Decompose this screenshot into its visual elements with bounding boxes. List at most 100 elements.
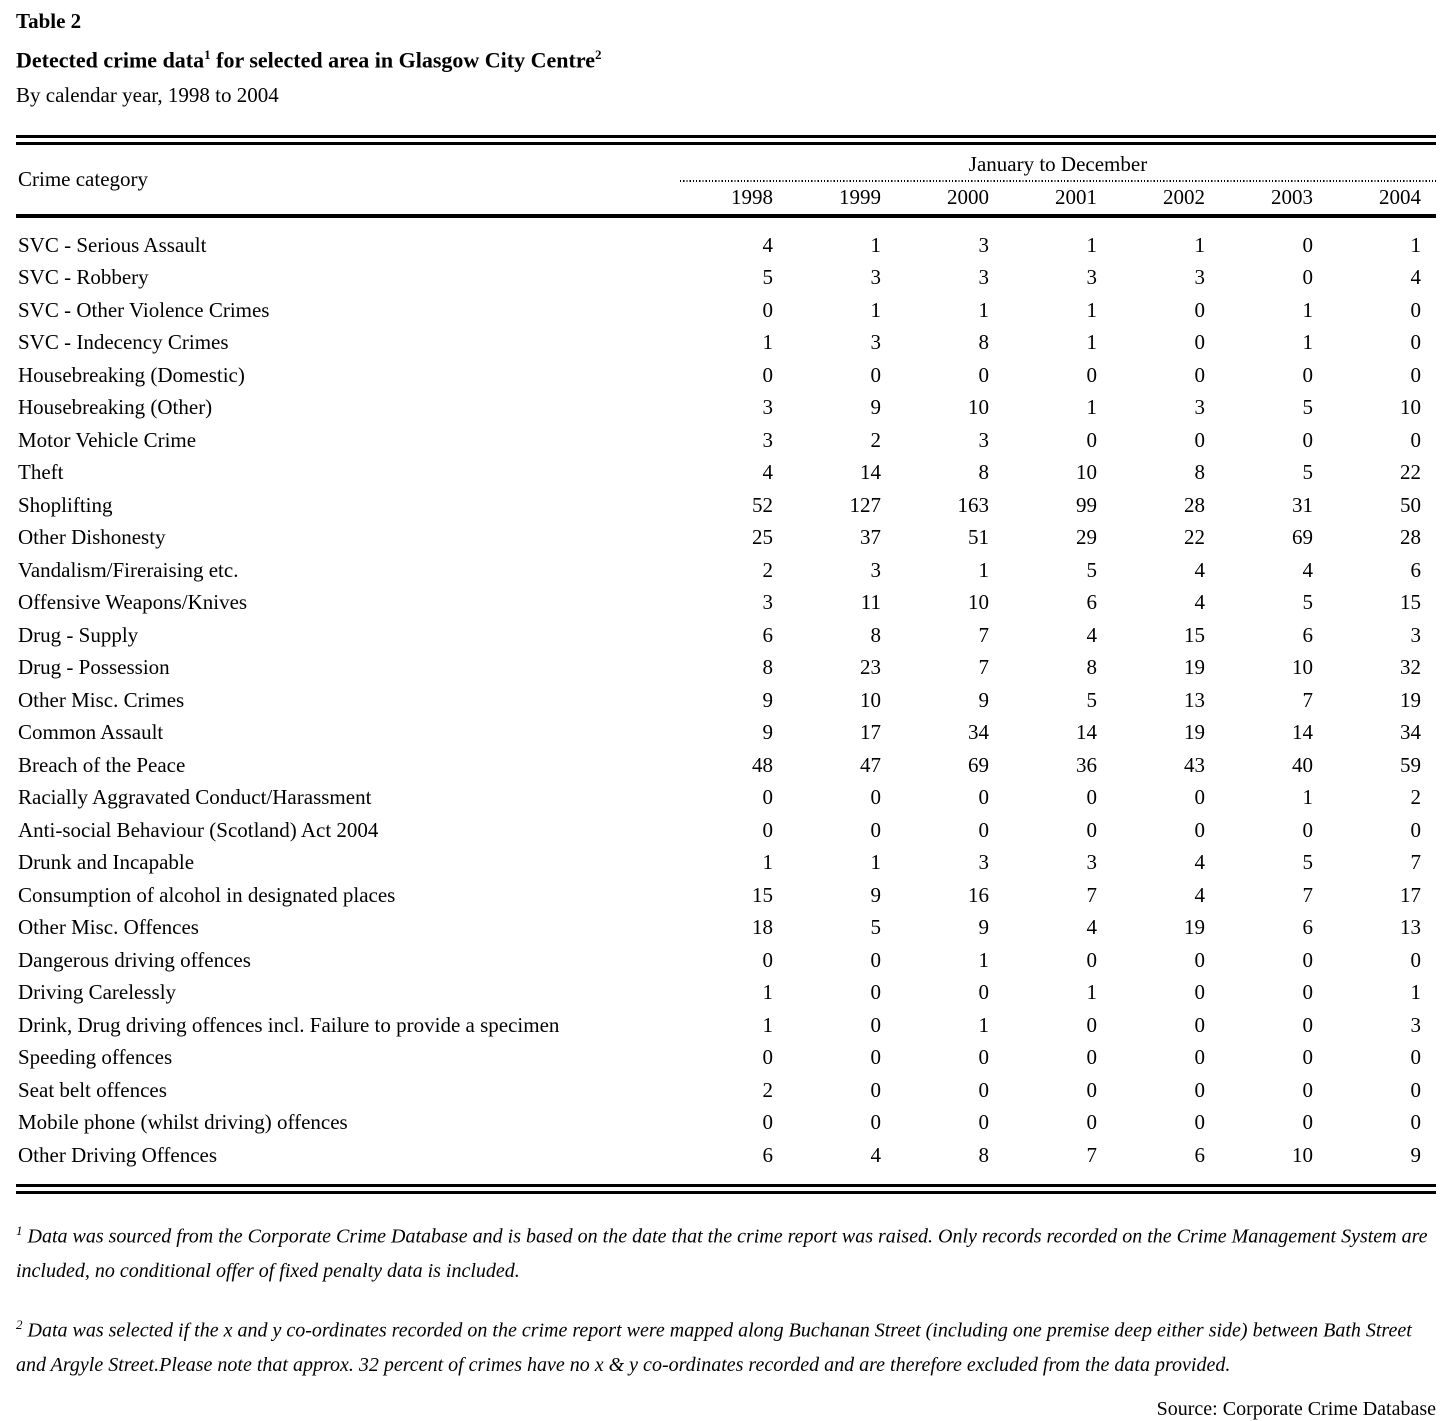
value-cell: 0 — [1194, 947, 1206, 972]
crime-category-cell: Other Misc. Crimes — [18, 687, 185, 712]
value-cell: 0 — [1086, 785, 1098, 810]
value-cell: 32 — [1400, 655, 1421, 680]
value-cell: 0 — [870, 817, 882, 842]
footnote-1-marker: 1 — [16, 1223, 23, 1239]
value-cell: 22 — [1400, 460, 1421, 485]
value-cell: 0 — [1086, 362, 1098, 387]
table-row: Drink, Drug driving offences incl. Failu… — [16, 1009, 1436, 1042]
value-cell: 0 — [870, 1077, 882, 1102]
value-cell: 1 — [1086, 330, 1098, 355]
value-cell: 163 — [957, 492, 990, 517]
value-cell: 59 — [1400, 752, 1421, 777]
table-row: Other Misc. Crimes 9 10 9 5 13 7 19 — [16, 684, 1436, 717]
value-cell: 0 — [1194, 1045, 1206, 1070]
value-cell: 0 — [1194, 330, 1206, 355]
value-cell: 6 — [1302, 622, 1314, 647]
footnote-2-text: Data was selected if the x and y co-ordi… — [16, 1319, 1412, 1376]
value-cell: 7 — [978, 655, 990, 680]
value-cell: 1 — [1086, 297, 1098, 322]
value-cell: 17 — [1400, 882, 1421, 907]
value-cell: 0 — [1194, 1077, 1206, 1102]
value-cell: 8 — [978, 330, 990, 355]
value-cell: 0 — [1410, 1110, 1422, 1135]
value-cell: 3 — [978, 427, 990, 452]
value-cell: 5 — [1302, 590, 1314, 615]
value-cell: 0 — [1086, 1012, 1098, 1037]
value-cell: 0 — [1194, 362, 1206, 387]
value-cell: 0 — [1410, 1077, 1422, 1102]
value-cell: 0 — [1194, 817, 1206, 842]
value-cell: 52 — [752, 492, 773, 517]
value-cell: 0 — [762, 362, 774, 387]
value-cell: 29 — [1076, 525, 1097, 550]
value-cell: 19 — [1400, 687, 1421, 712]
table-header: Crime category January to December 1998 1… — [16, 145, 1436, 214]
value-cell: 0 — [1086, 947, 1098, 972]
value-cell: 1 — [1410, 232, 1422, 257]
year-column-header: 2003 — [1271, 184, 1313, 209]
value-cell: 48 — [752, 752, 773, 777]
value-cell: 9 — [978, 915, 990, 940]
value-cell: 9 — [978, 687, 990, 712]
year-row: 1998 1999 2000 2001 2002 2003 2004 — [680, 182, 1436, 214]
crime-category-cell: Theft — [18, 460, 64, 485]
value-cell: 1 — [978, 1012, 990, 1037]
value-cell: 0 — [1086, 1077, 1098, 1102]
crime-category-cell: Drug - Supply — [18, 622, 139, 647]
table-subtitle: Detected crime data1 for selected area i… — [16, 47, 1436, 74]
value-cell: 1 — [1410, 980, 1422, 1005]
value-cell: 50 — [1400, 492, 1421, 517]
table-body: SVC - Serious Assault 4 1 3 1 1 0 1 SVC - Robber… — [16, 229, 1436, 1172]
crime-data-table: Crime category January to December 1998 1… — [16, 134, 1436, 1195]
value-cell: 0 — [762, 1110, 774, 1135]
value-cell: 1 — [978, 297, 990, 322]
value-cell: 0 — [978, 362, 990, 387]
value-cell: 47 — [860, 752, 881, 777]
value-cell: 6 — [762, 622, 774, 647]
crime-category-cell: Breach of the Peace — [18, 752, 186, 777]
table-row: Housebreaking (Other) 3 9 10 1 3 5 10 — [16, 391, 1436, 424]
value-cell: 0 — [762, 947, 774, 972]
table-row: Racially Aggravated Conduct/Harassment 0 0… — [16, 781, 1436, 814]
value-cell: 8 — [978, 460, 990, 485]
value-cell: 1 — [1086, 395, 1098, 420]
value-cell: 7 — [978, 622, 990, 647]
table-row: Driving Carelessly 1 0 0 1 0 0 1 — [16, 976, 1436, 1009]
crime-category-cell: Drunk and Incapable — [18, 850, 195, 875]
value-cell: 1 — [1302, 330, 1314, 355]
value-cell: 1 — [1086, 232, 1098, 257]
crime-category-cell: Motor Vehicle Crime — [18, 427, 197, 452]
value-cell: 1 — [1302, 785, 1314, 810]
value-cell: 1 — [1194, 232, 1206, 257]
value-cell: 0 — [870, 947, 882, 972]
value-cell: 0 — [1410, 362, 1422, 387]
value-cell: 3 — [1086, 850, 1098, 875]
value-cell: 0 — [978, 785, 990, 810]
value-cell: 0 — [870, 362, 882, 387]
value-cell: 16 — [968, 882, 989, 907]
table-row: SVC - Indecency Crimes 1 3 8 1 0 1 0 — [16, 326, 1436, 359]
value-cell: 1 — [978, 947, 990, 972]
value-cell: 22 — [1184, 525, 1205, 550]
year-column-header: 2001 — [1055, 184, 1097, 209]
value-cell: 1 — [870, 297, 882, 322]
value-cell: 17 — [860, 720, 881, 745]
table-row: Mobile phone (whilst driving) offences 0 0… — [16, 1106, 1436, 1139]
table-row: Consumption of alcohol in designated pla… — [16, 879, 1436, 912]
table-row: Other Dishonesty 25 37 51 29 22 69 28 — [16, 521, 1436, 554]
crime-category-cell: Shoplifting — [18, 492, 113, 517]
subtitle-text-1: Detected crime data — [16, 47, 205, 73]
crime-category-cell: Housebreaking (Domestic) — [18, 362, 245, 387]
value-cell: 0 — [1194, 427, 1206, 452]
value-cell: 8 — [1086, 655, 1098, 680]
value-cell: 0 — [1410, 1045, 1422, 1070]
footnotes-section: 1 Data was sourced from the Corporate Cri… — [16, 1214, 1436, 1381]
value-cell: 0 — [1302, 265, 1314, 290]
crime-category-cell: Speeding offences — [18, 1045, 173, 1070]
value-cell: 34 — [968, 720, 989, 745]
value-cell: 0 — [1410, 297, 1422, 322]
crime-category-cell: Other Driving Offences — [18, 1142, 218, 1167]
crime-category-cell: Consumption of alcohol in designated pla… — [18, 882, 396, 907]
value-cell: 10 — [860, 687, 881, 712]
value-cell: 6 — [1086, 590, 1098, 615]
